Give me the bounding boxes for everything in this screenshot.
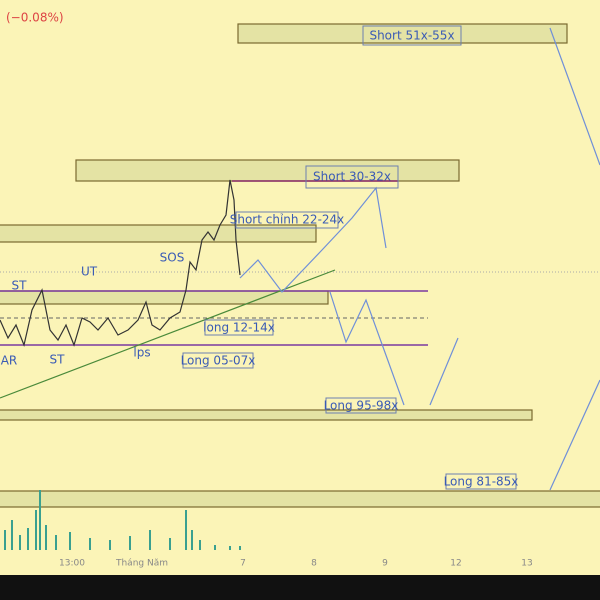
annotation: ST <box>12 279 28 293</box>
annotation: lps <box>133 346 150 360</box>
zone <box>0 409 533 421</box>
projection <box>329 291 405 406</box>
zone <box>0 224 317 243</box>
annotation: Long 95-98x <box>324 399 399 413</box>
annotation: Short 30-32x <box>313 170 391 184</box>
x-tick-label: 13:00 <box>59 559 85 569</box>
zone <box>0 490 600 508</box>
annotation: Long 05-07x <box>181 354 256 368</box>
projection <box>429 337 459 406</box>
zone <box>237 23 568 44</box>
annotation: long 12-14x <box>203 321 275 335</box>
x-tick-label: 13 <box>521 559 532 569</box>
bottom-bar <box>0 575 600 600</box>
projection <box>549 379 600 491</box>
annotation: UT <box>81 265 98 279</box>
annotation: ST <box>50 353 66 367</box>
label-box <box>445 473 517 490</box>
label-box <box>305 165 399 189</box>
change-label: (−0.08%) <box>6 11 64 25</box>
projection <box>549 27 600 166</box>
label-box <box>362 25 462 46</box>
label-box <box>235 211 339 229</box>
zone <box>0 290 329 305</box>
x-tick-label: 9 <box>382 559 388 569</box>
annotation: Short chỉnh 22-24x <box>230 213 345 227</box>
label-box <box>325 397 397 414</box>
label-box <box>182 352 254 369</box>
annotation: Short 51x-55x <box>369 29 454 43</box>
x-tick-label: 7 <box>240 559 246 569</box>
annotation: SOS <box>160 251 185 265</box>
price-path <box>0 179 241 348</box>
volume <box>4 490 241 550</box>
annotation: AR <box>1 354 18 368</box>
label-box <box>204 319 274 336</box>
x-tick-label: Tháng Năm <box>115 559 168 569</box>
annotation: Long 81-85x <box>444 475 519 489</box>
x-tick-label: 12 <box>450 559 461 569</box>
x-tick-label: 8 <box>311 559 317 569</box>
trendline <box>0 269 336 399</box>
background <box>0 0 600 575</box>
zone <box>75 159 460 182</box>
